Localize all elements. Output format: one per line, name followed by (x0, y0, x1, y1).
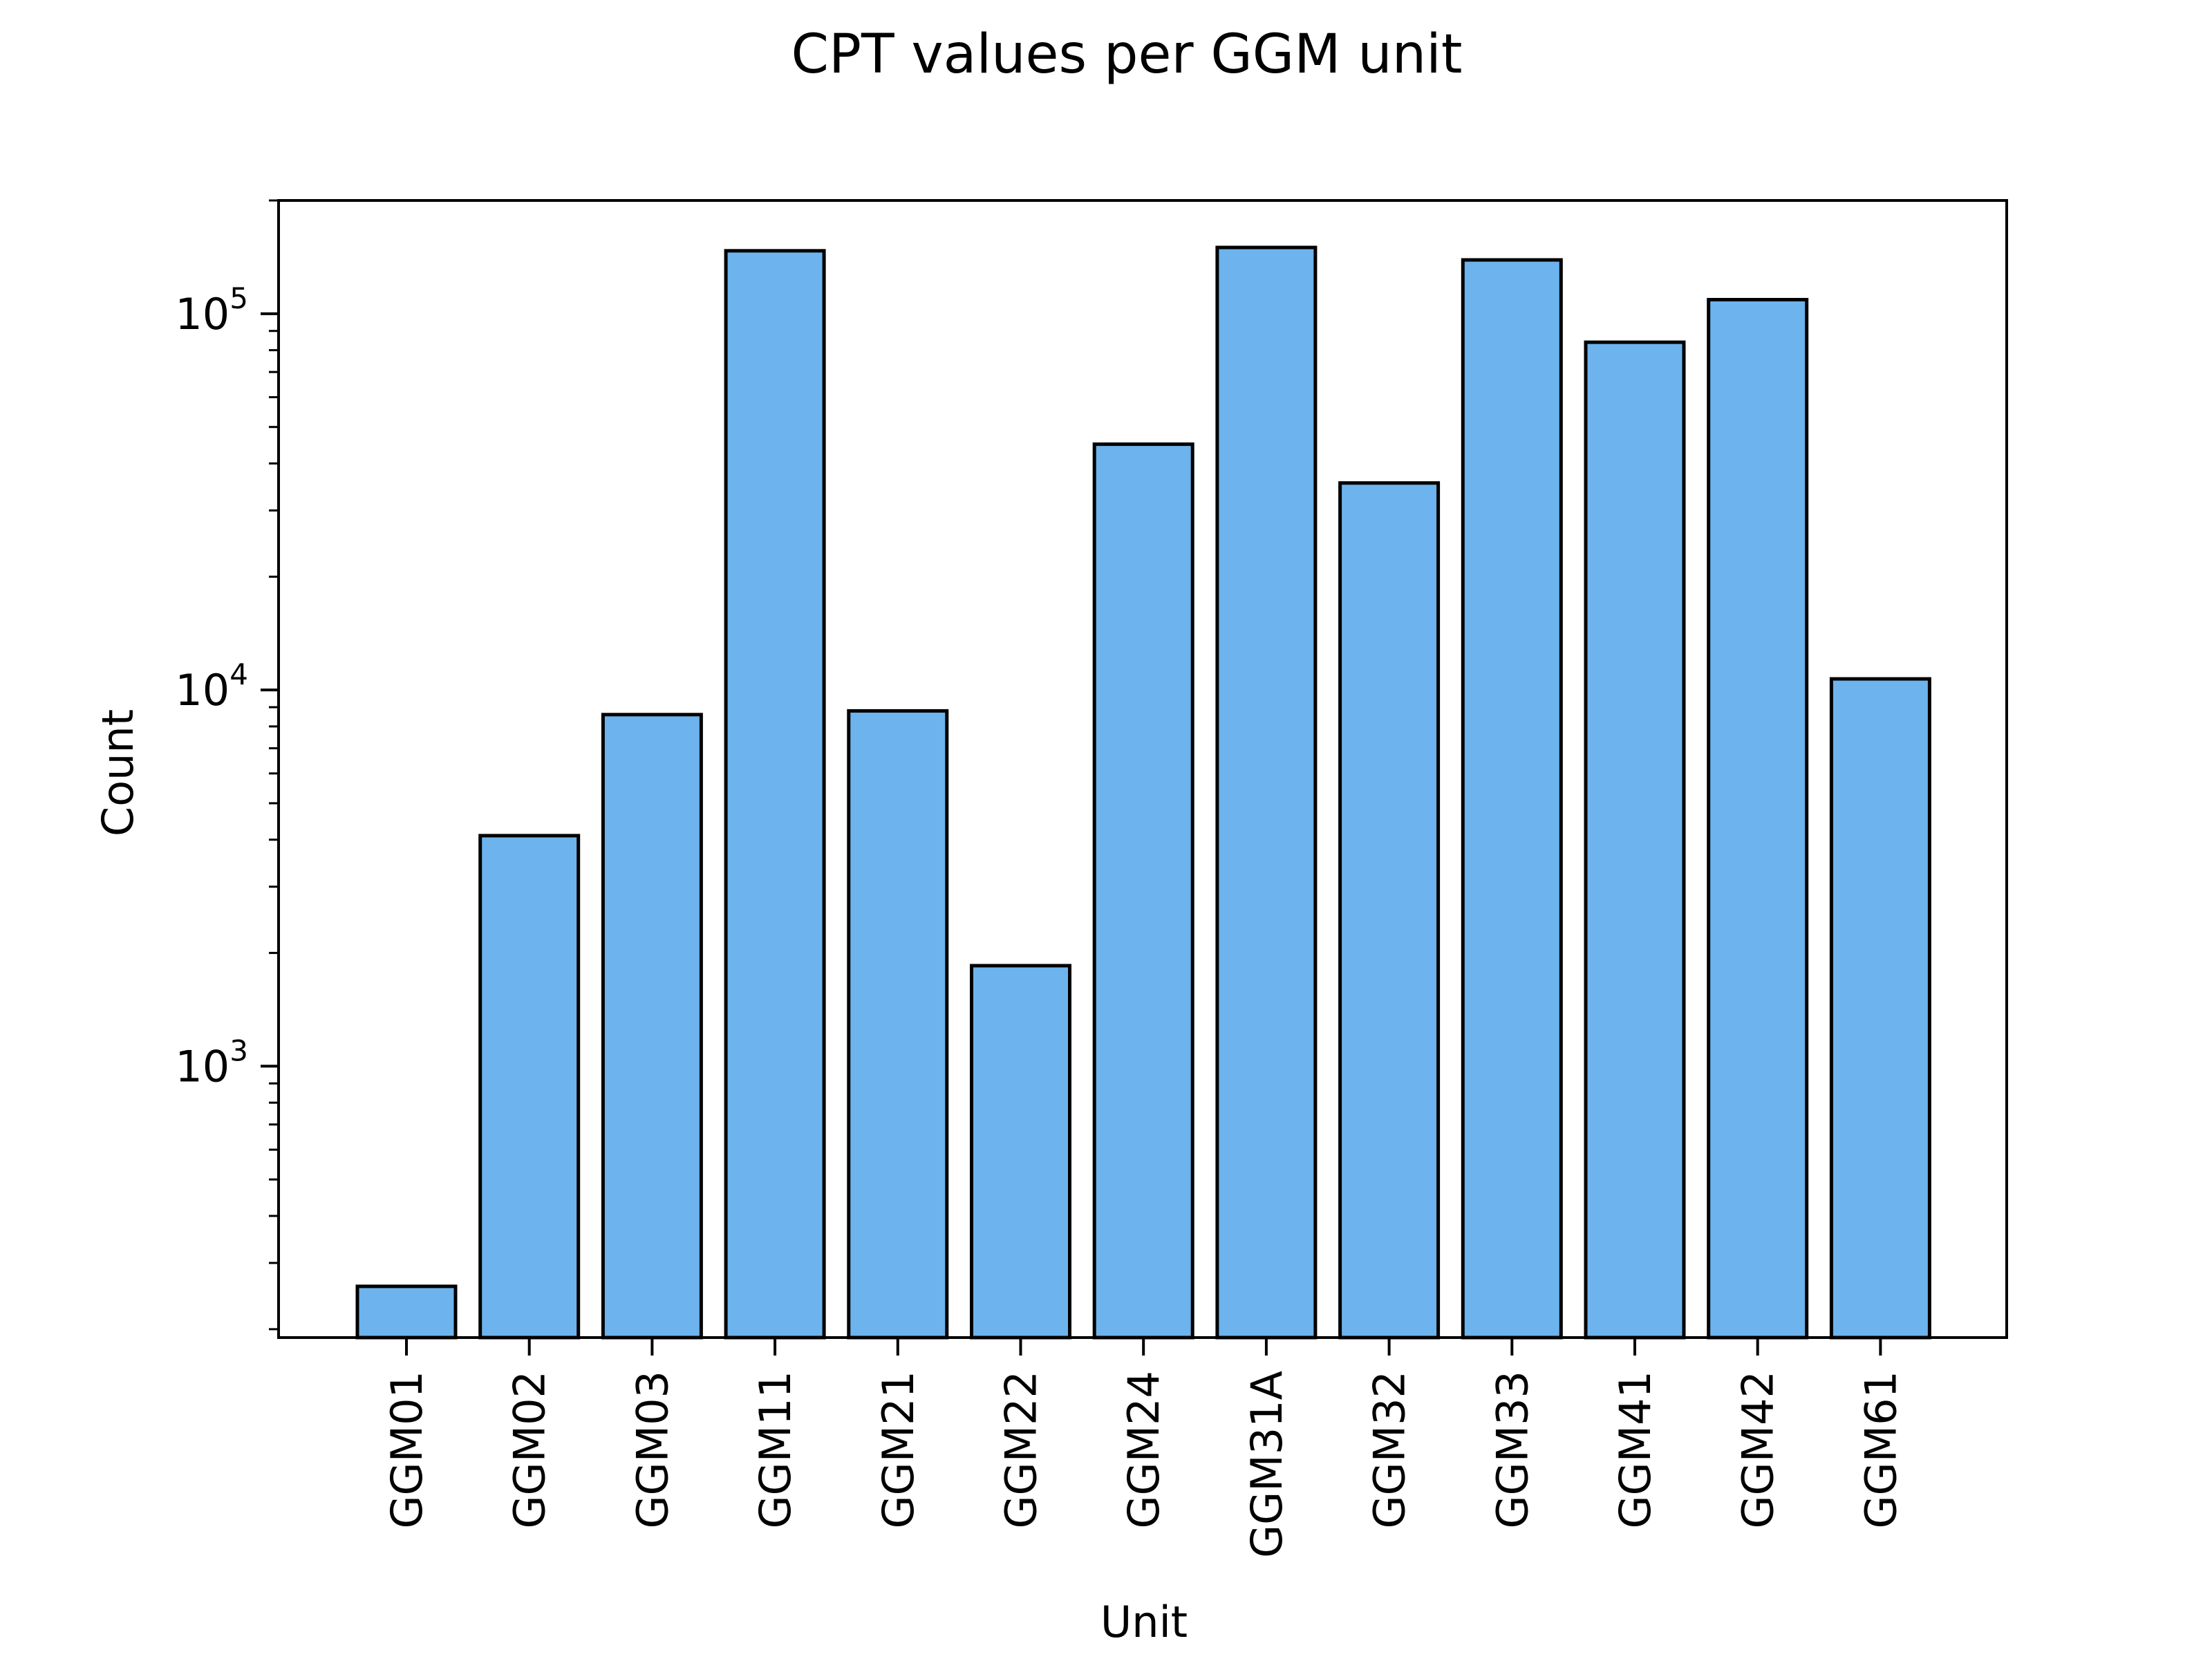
chart-title: CPT values per GGM unit (791, 24, 1463, 86)
bar-ggm03 (601, 713, 703, 1340)
y-tick-label-3: 103 (175, 1033, 248, 1091)
bar-ggm61 (1829, 677, 1931, 1340)
bar-ggm02 (478, 834, 581, 1340)
x-axis-label: Unit (1100, 1597, 1188, 1647)
bar-ggm33 (1461, 258, 1563, 1340)
x-tick-label-ggm03: GGM03 (627, 1371, 677, 1528)
x-tick-label-ggm32: GGM32 (1365, 1371, 1415, 1528)
bar-ggm11 (724, 249, 826, 1340)
x-tick-label-ggm22: GGM22 (996, 1371, 1047, 1528)
y-axis-label: Count (93, 709, 143, 836)
x-tick-label-ggm61: GGM61 (1855, 1371, 1906, 1528)
x-tick-label-ggm02: GGM02 (505, 1371, 555, 1528)
y-tick-label-5: 105 (175, 281, 248, 339)
x-tick-label-ggm24: GGM24 (1118, 1371, 1169, 1528)
bar-ggm24 (1092, 442, 1194, 1340)
bar-ggm41 (1584, 340, 1686, 1340)
bar-ggm22 (970, 964, 1071, 1340)
bar-ggm32 (1338, 481, 1441, 1340)
bar-ggm21 (847, 709, 949, 1340)
x-tick-label-ggm11: GGM11 (750, 1371, 800, 1528)
x-tick-label-ggm31a: GGM31A (1241, 1371, 1292, 1558)
plot-area: GGM01 GGM02 GGM03 GGM11 GGM21 GGM22 GGM24 GGM31… (175, 199, 2008, 1558)
x-tick-label-ggm33: GGM33 (1487, 1371, 1537, 1528)
x-tick-label-ggm42: GGM42 (1733, 1371, 1783, 1528)
x-tick-label-ggm41: GGM41 (1610, 1371, 1660, 1528)
bar-ggm31a (1215, 245, 1318, 1340)
bar-ggm01 (355, 1284, 458, 1340)
y-tick-label-4: 104 (175, 657, 248, 715)
x-tick-label-ggm21: GGM21 (873, 1371, 924, 1528)
x-tick-label-ggm01: GGM01 (382, 1371, 432, 1528)
bar-ggm42 (1707, 298, 1809, 1340)
